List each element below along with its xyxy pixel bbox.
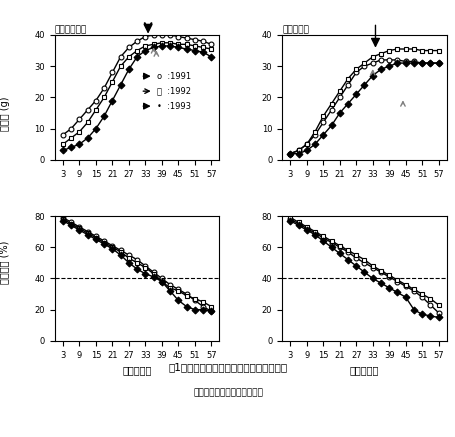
Text: •  :1993: • :1993 xyxy=(157,102,191,111)
Text: ヽ  :1992: ヽ :1992 xyxy=(157,87,191,96)
X-axis label: 開花後日数: 開花後日数 xyxy=(349,365,379,375)
Text: 子実水分 (%): 子実水分 (%) xyxy=(0,240,10,284)
Text: 千粒重 (g): 千粒重 (g) xyxy=(0,97,10,131)
Text: チホクコムギ: チホクコムギ xyxy=(55,25,87,34)
Text: ハルユタカ: ハルユタカ xyxy=(282,25,308,34)
Text: o  :1991: o :1991 xyxy=(157,72,191,81)
Text: ＊図中の矢印は生理的成熟期: ＊図中の矢印は生理的成熟期 xyxy=(192,389,263,398)
X-axis label: 開花後日数: 開花後日数 xyxy=(122,365,152,375)
Text: 図1　登熟に伴う千粒重，子実水分の推移: 図1 登熟に伴う千粒重，子実水分の推移 xyxy=(168,362,287,372)
